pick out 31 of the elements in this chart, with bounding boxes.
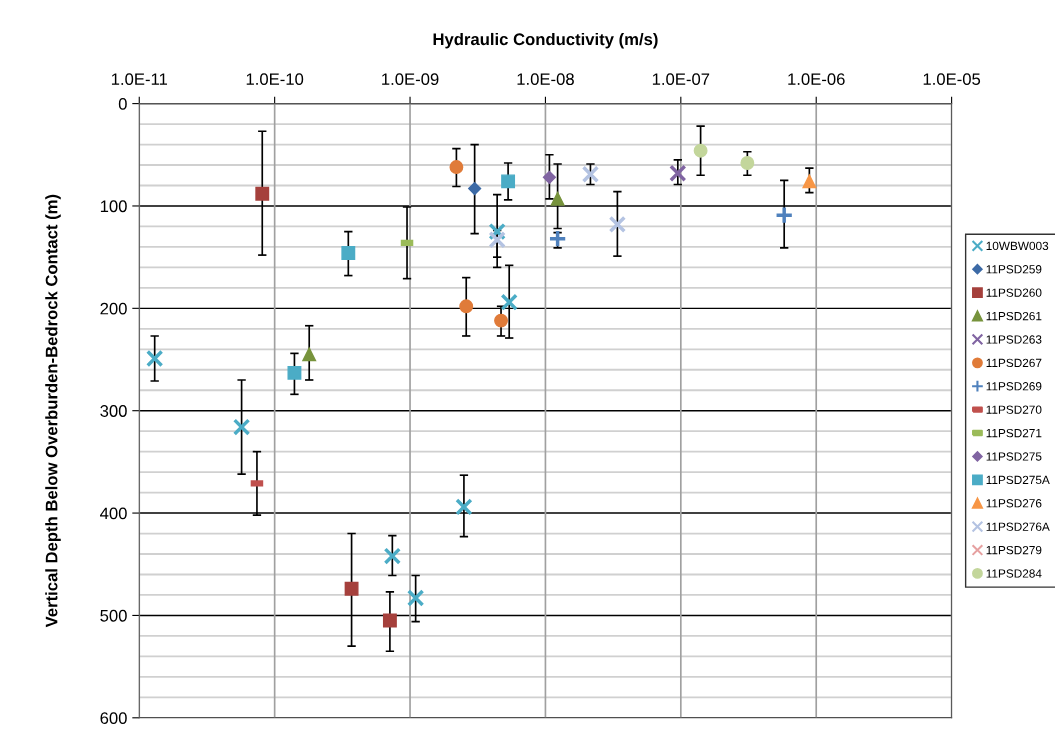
legend-label: 11PSD270 (986, 405, 1042, 414)
legend-label: 11PSD275 (986, 452, 1042, 461)
x-tick-label: 1.0E-07 (652, 73, 710, 86)
x-tick-label: 1.0E-05 (923, 73, 981, 86)
y-tick-label: 0 (118, 98, 127, 110)
legend-label: 11PSD261 (986, 311, 1042, 321)
y-tick-label: 200 (100, 302, 127, 315)
x-tick-label: 1.0E-09 (382, 73, 439, 86)
legend-label: 11PSD275A (986, 475, 1050, 485)
legend-label: 11PSD271 (986, 428, 1042, 438)
legend-label: 11PSD279 (986, 545, 1042, 555)
y-tick-label: 100 (100, 200, 127, 213)
y-tick-label: 300 (100, 405, 127, 417)
x-tick-label: 1.0E-11 (111, 73, 168, 86)
legend-label: 11PSD263 (986, 335, 1042, 344)
y-tick-label: 600 (100, 712, 127, 724)
y-axis-title: Vertical Depth Below Overburden-Bedrock Contact (m) (45, 194, 61, 628)
x-tick-label: 1.0E-08 (517, 73, 574, 86)
x-tick-label: 1.0E-10 (246, 73, 304, 86)
x-axis-title: Hydraulic Conductivity (m/s) (433, 32, 658, 49)
legend-label: 11PSD284 (986, 569, 1042, 578)
y-tick-label: 500 (100, 609, 127, 622)
legend-label: 11PSD276A (986, 522, 1050, 531)
legend-label: 11PSD269 (986, 382, 1042, 391)
y-tick-label: 400 (100, 507, 127, 520)
legend-label: 11PSD276 (986, 499, 1042, 508)
legend-label: 10WBW003 (986, 241, 1049, 251)
x-tick-label: 1.0E-06 (788, 73, 845, 86)
legend-label: 11PSD267 (986, 358, 1042, 368)
legend-label: 11PSD259 (986, 265, 1042, 274)
legend-label: 11PSD260 (986, 288, 1042, 297)
